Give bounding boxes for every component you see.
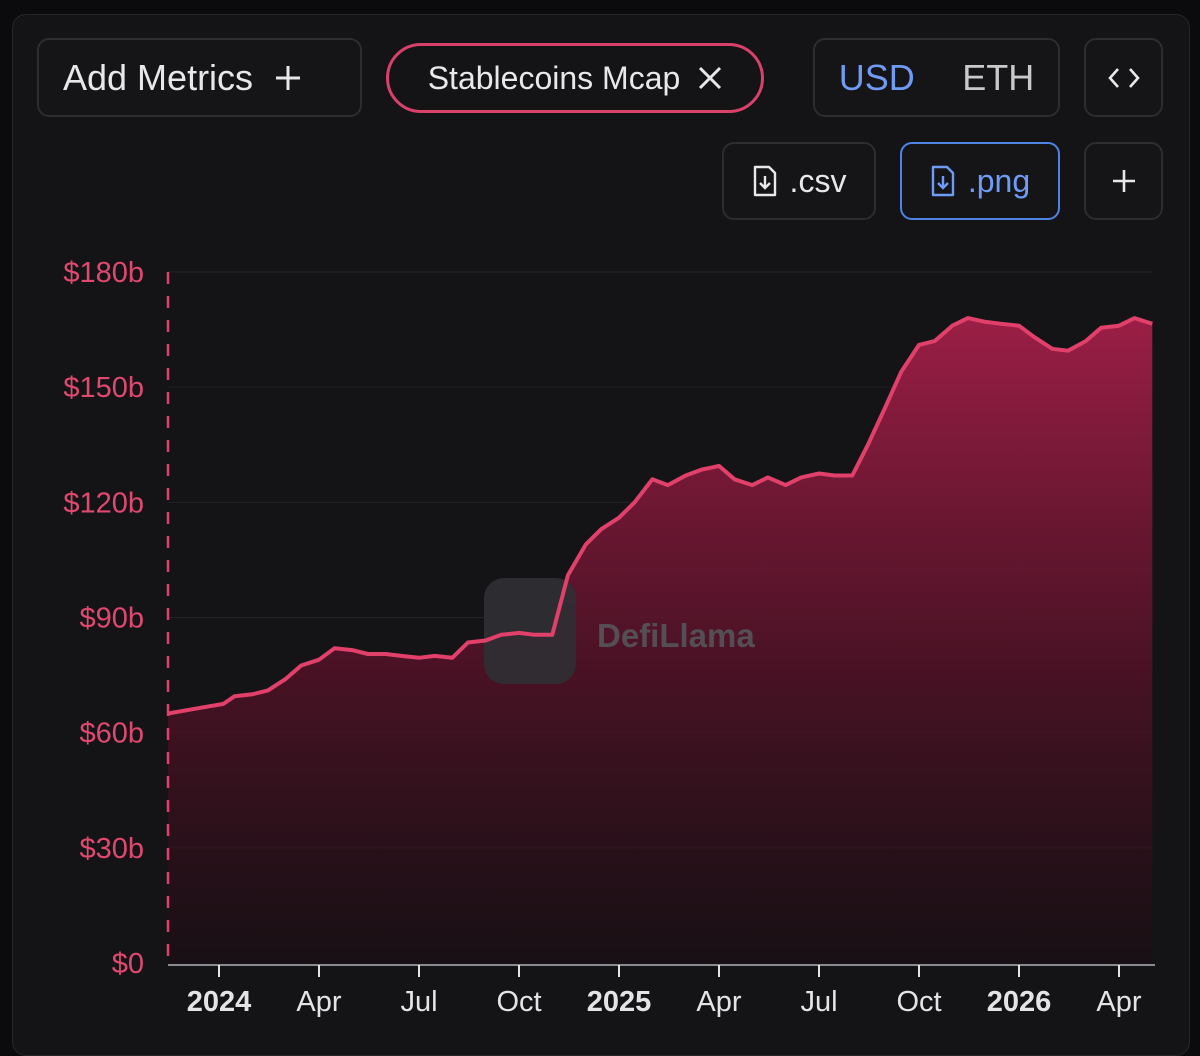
x-axis-ticks: 2024 Apr Jul Oct 2025 Apr Jul Oct 2026 Apr	[187, 965, 1142, 1018]
y-tick-label: $90b	[79, 603, 144, 635]
embed-button[interactable]	[1084, 38, 1163, 117]
plus-icon	[1112, 169, 1136, 193]
metric-chip-stablecoins-mcap[interactable]: Stablecoins Mcap	[386, 43, 764, 113]
series-area	[168, 318, 1153, 964]
y-tick-label: $60b	[79, 718, 144, 750]
csv-label: .csv	[789, 162, 847, 199]
x-tick-label: Oct	[896, 986, 941, 1018]
x-tick-label: 2025	[587, 986, 652, 1018]
file-download-icon	[930, 165, 956, 197]
add-metrics-label: Add Metrics	[63, 56, 254, 98]
x-tick-label: 2024	[187, 986, 252, 1018]
y-tick-label: $180b	[63, 257, 144, 289]
download-png-button[interactable]: .png	[900, 142, 1060, 220]
watermark: DefiLlama	[484, 578, 755, 684]
x-tick-label: 2026	[987, 986, 1052, 1018]
currency-toggle: USD ETH	[813, 38, 1060, 117]
x-tick-label: Jul	[400, 986, 437, 1018]
y-tick-label: $30b	[79, 833, 144, 865]
add-chart-button[interactable]	[1084, 142, 1163, 220]
x-tick-label: Apr	[1096, 986, 1141, 1018]
code-icon	[1107, 67, 1140, 89]
series-line	[167, 316, 1153, 716]
currency-usd-option[interactable]: USD	[838, 56, 915, 98]
download-csv-button[interactable]: .csv	[722, 142, 876, 220]
llama-logo-icon	[484, 578, 576, 684]
watermark-text: DefiLlama	[597, 617, 755, 654]
close-icon[interactable]	[698, 66, 722, 90]
x-tick-label: Apr	[696, 986, 741, 1018]
x-tick-label: Oct	[496, 986, 541, 1018]
x-tick-label: Apr	[296, 986, 341, 1018]
y-tick-label: $0	[112, 948, 144, 980]
plus-icon	[275, 65, 301, 91]
file-download-icon	[752, 165, 778, 197]
add-metrics-button[interactable]: Add Metrics	[37, 38, 362, 117]
metric-chip-label: Stablecoins Mcap	[427, 59, 681, 96]
x-tick-label: Jul	[800, 986, 837, 1018]
currency-eth-option[interactable]: ETH	[962, 56, 1035, 98]
y-tick-label: $120b	[63, 487, 144, 519]
y-axis-ticks: $0 $30b $60b $90b $120b $150b $180b	[63, 257, 144, 980]
png-label: .png	[967, 162, 1031, 199]
y-tick-label: $150b	[63, 372, 144, 404]
